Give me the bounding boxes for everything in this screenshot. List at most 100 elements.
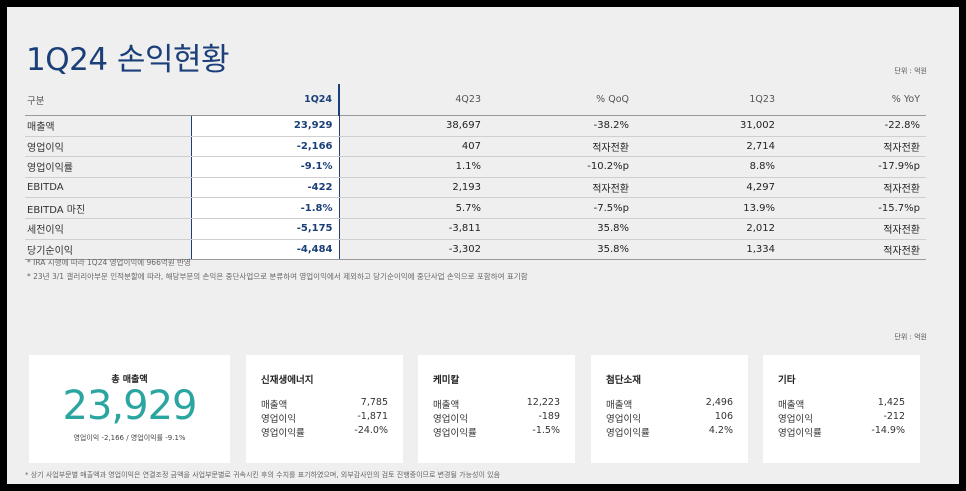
table-cell: -4,484 bbox=[190, 239, 340, 261]
table-cell: -17.9%p bbox=[781, 156, 926, 178]
table-row: 매출액 23,929 38,697 -38.2% 31,002 -22.8% bbox=[25, 115, 926, 137]
segment-metric-value: -212 bbox=[883, 411, 905, 422]
segment-metric-label: 매출액 bbox=[261, 400, 288, 411]
segment-metric-label: 매출액 bbox=[433, 400, 460, 411]
segment-metric-value: 106 bbox=[714, 411, 733, 422]
segment-metric-row: 영업이익률 -1.5% bbox=[433, 425, 560, 439]
table-cell: 23,929 bbox=[190, 115, 340, 137]
table-cell: -422 bbox=[190, 177, 340, 199]
footnote: * 23년 3/1 갤러리아부문 인적분할에 따라, 해당부문의 손익은 중단사… bbox=[27, 272, 528, 281]
segment-metric-row: 영업이익 -1,871 bbox=[261, 411, 388, 425]
table-cell: 1.1% bbox=[339, 156, 487, 178]
segment-title: 첨단소재 bbox=[606, 375, 641, 386]
header-yoy: % YoY bbox=[781, 84, 926, 116]
header-1q23: 1Q23 bbox=[635, 84, 781, 116]
table-cell: 5.7% bbox=[339, 197, 487, 219]
segment-metric-row: 매출액 7,785 bbox=[261, 397, 388, 411]
segment-metric-label: 영업이익 bbox=[778, 414, 813, 425]
table-cell: 적자전환 bbox=[781, 177, 926, 199]
table-cell: 2,714 bbox=[635, 136, 781, 158]
table-cell: 2,012 bbox=[635, 218, 781, 240]
header-4q23: 4Q23 bbox=[339, 84, 487, 116]
segment-metric-row: 매출액 2,496 bbox=[606, 397, 733, 411]
header-1q24: 1Q24 bbox=[191, 84, 340, 116]
segment-metric-label: 영업이익 bbox=[433, 414, 468, 425]
table-cell: 31,002 bbox=[635, 115, 781, 137]
segment-metric-label: 영업이익률 bbox=[433, 428, 477, 439]
segment-metric-value: 2,496 bbox=[705, 397, 733, 408]
table-cell: 35.8% bbox=[487, 239, 635, 261]
segment-metric-label: 매출액 bbox=[606, 400, 633, 411]
table-row: EBITDA 마진 -1.8% 5.7% -7.5%p 13.9% -15.7%p bbox=[25, 197, 926, 219]
segment-metric-value: 12,223 bbox=[526, 397, 560, 408]
table-cell: 4,297 bbox=[635, 177, 781, 199]
unit-label-bottom: 단위 : 억원 bbox=[894, 333, 927, 341]
table-row: 당기순이익 -4,484 -3,302 35.8% 1,334 적자전환 bbox=[25, 239, 926, 261]
segment-metric-row: 영업이익 -189 bbox=[433, 411, 560, 425]
table-cell: 8.8% bbox=[635, 156, 781, 178]
segment-metric-label: 매출액 bbox=[778, 400, 805, 411]
segment-metric-label: 영업이익 bbox=[606, 414, 641, 425]
page-title: 1Q24 손익현황 bbox=[26, 42, 230, 78]
total-revenue-sub: 영업이익 -2,166 / 영업이익률 -9.1% bbox=[73, 434, 186, 442]
segment-card: 케미칼 매출액 12,223 영업이익 -189 영업이익률 -1.5% bbox=[418, 355, 575, 463]
segment-metric-label: 영업이익 bbox=[261, 414, 296, 425]
table-cell: -2,166 bbox=[190, 136, 340, 158]
segment-metric-label: 영업이익률 bbox=[778, 428, 822, 439]
table-cell: 13.9% bbox=[635, 197, 781, 219]
table-cell: -9.1% bbox=[190, 156, 340, 178]
table-row: 영업이익 -2,166 407 적자전환 2,714 적자전환 bbox=[25, 136, 926, 158]
row-label: 영업이익률 bbox=[25, 156, 191, 178]
segment-metric-value: 1,425 bbox=[877, 397, 905, 408]
table-cell: 1,334 bbox=[635, 239, 781, 261]
footnote: * IRA 시행에 따라 1Q24 영업이익에 966억원 반영 bbox=[27, 258, 191, 267]
segment-metric-value: -1,871 bbox=[357, 411, 388, 422]
segment-metric-value: 7,785 bbox=[360, 397, 388, 408]
table-cell: -15.7%p bbox=[781, 197, 926, 219]
row-label: 세전이익 bbox=[25, 218, 191, 240]
table-cell: 35.8% bbox=[487, 218, 635, 240]
segment-metric-label: 영업이익률 bbox=[606, 428, 650, 439]
segment-metric-value: -24.0% bbox=[354, 425, 388, 436]
segment-metric-value: -189 bbox=[538, 411, 560, 422]
table-cell: -10.2%p bbox=[487, 156, 635, 178]
footnotes: * IRA 시행에 따라 1Q24 영업이익에 966억원 반영 * 23년 3… bbox=[27, 256, 528, 284]
table-row: 세전이익 -5,175 -3,811 35.8% 2,012 적자전환 bbox=[25, 218, 926, 240]
table-cell: -7.5%p bbox=[487, 197, 635, 219]
header-qoq: % QoQ bbox=[487, 84, 635, 116]
row-label: 당기순이익 bbox=[25, 239, 191, 261]
table-row: EBITDA -422 2,193 적자전환 4,297 적자전환 bbox=[25, 177, 926, 199]
total-revenue-card: 총 매출액 23,929 영업이익 -2,166 / 영업이익률 -9.1% bbox=[29, 355, 230, 463]
segment-metric-row: 영업이익 106 bbox=[606, 411, 733, 425]
unit-label-top: 단위 : 억원 bbox=[894, 67, 927, 75]
slide: 1Q24 손익현황 단위 : 억원 구분 1Q24 4Q23 % QoQ 1Q2… bbox=[7, 7, 959, 484]
income-table: 구분 1Q24 4Q23 % QoQ 1Q23 % YoY 매출액 23,929 3… bbox=[25, 84, 926, 261]
segment-metric-row: 영업이익률 -24.0% bbox=[261, 425, 388, 439]
table-cell: 적자전환 bbox=[781, 136, 926, 158]
table-cell: -22.8% bbox=[781, 115, 926, 137]
segment-metric-row: 영업이익률 4.2% bbox=[606, 425, 733, 439]
segment-title: 신재생에너지 bbox=[261, 375, 314, 386]
total-revenue-value: 23,929 bbox=[62, 383, 198, 429]
table-cell: 적자전환 bbox=[487, 177, 635, 199]
segment-title: 기타 bbox=[778, 375, 796, 386]
table-cell: 2,193 bbox=[339, 177, 487, 199]
segment-metric-row: 매출액 1,425 bbox=[778, 397, 905, 411]
row-label: 영업이익 bbox=[25, 136, 191, 158]
table-cell: 407 bbox=[339, 136, 487, 158]
segment-metric-value: 4.2% bbox=[708, 425, 733, 436]
row-label: EBITDA bbox=[25, 177, 191, 199]
footer-note: * 상기 사업부문별 매출액과 영업이익은 연결조정 금액을 사업부문별로 귀속… bbox=[25, 471, 501, 479]
table-row: 영업이익률 -9.1% 1.1% -10.2%p 8.8% -17.9%p bbox=[25, 156, 926, 178]
table-cell: 적자전환 bbox=[487, 136, 635, 158]
segment-metric-value: -1.5% bbox=[532, 425, 560, 436]
table-cell: 적자전환 bbox=[781, 218, 926, 240]
table-cell: -1.8% bbox=[190, 197, 340, 219]
row-label: 매출액 bbox=[25, 115, 191, 137]
table-cell: -3,811 bbox=[339, 218, 487, 240]
segment-metric-row: 영업이익 -212 bbox=[778, 411, 905, 425]
segment-metric-row: 영업이익률 -14.9% bbox=[778, 425, 905, 439]
